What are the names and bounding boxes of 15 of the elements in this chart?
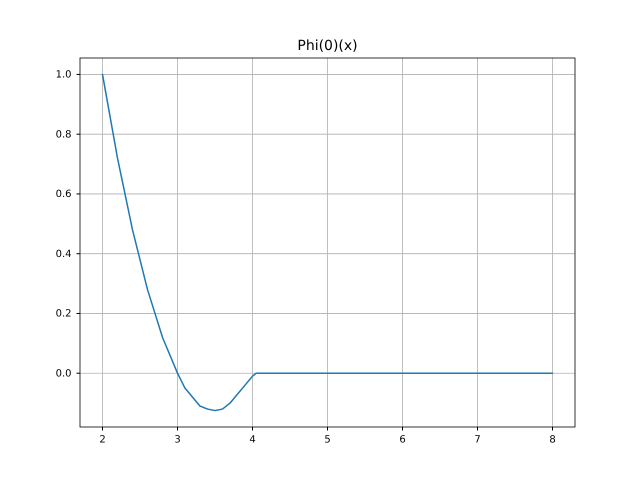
y-tick-label: 1.0 [56,70,72,81]
y-tick-label: 0.0 [56,368,72,380]
x-tick-label: 2 [99,434,106,446]
x-tick-label: 8 [549,434,556,446]
line-series [102,74,554,412]
y-tick-label: 0.4 [56,248,72,260]
y-tick-label: 0.6 [56,189,72,200]
y-tick-label: 0.8 [56,129,72,140]
chart-title: Phi(0)(x) [297,38,358,54]
x-tick-label: 3 [174,434,181,446]
y-tick-label: 0.2 [56,308,72,320]
x-tick-label: 5 [324,434,331,446]
x-tick-label: 7 [474,434,481,446]
x-tick-label: 4 [249,434,256,446]
x-tick-label: 6 [399,434,406,446]
